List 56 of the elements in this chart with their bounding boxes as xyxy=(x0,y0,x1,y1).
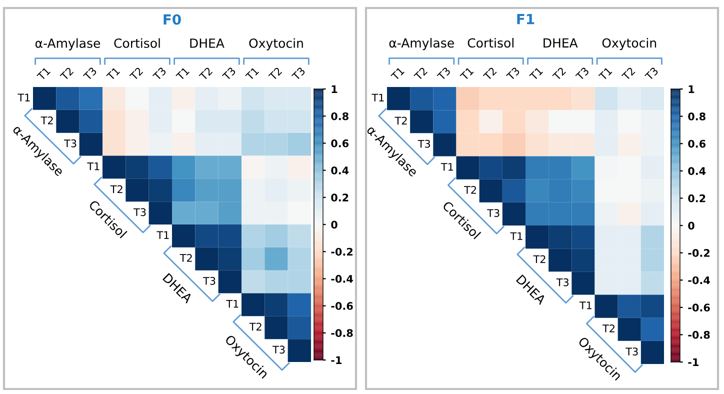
color-bar-label: 1 xyxy=(332,85,338,93)
color-bar-label: 0.8 xyxy=(688,112,706,120)
color-bar-label: -0.4 xyxy=(331,274,353,283)
text: α-Amylase xyxy=(389,38,454,50)
text: DHEA xyxy=(544,38,578,48)
text: Oxytocin xyxy=(249,38,303,50)
x-tick-label: T1 xyxy=(460,66,474,81)
x-tick-label: T2 xyxy=(482,66,497,81)
color-bar-label: 0.4 xyxy=(331,166,349,174)
x-tick-label: T3 xyxy=(82,66,98,82)
text: Cortisol xyxy=(468,38,514,48)
x-tick-label: T1 xyxy=(245,67,260,81)
color-bar-label: 1 xyxy=(688,85,694,93)
x-tick-label: T1 xyxy=(36,67,51,81)
color-bar-label: -1 xyxy=(688,358,698,366)
color-bar-label: 0.6 xyxy=(331,139,349,148)
color-bar-label: -0.2 xyxy=(688,249,710,257)
x-tick-label: T3 xyxy=(222,66,236,82)
x-tick-label: T2 xyxy=(621,66,636,81)
x-tick-label: T3 xyxy=(644,66,659,81)
color-bar-label: -1 xyxy=(331,356,342,364)
x-tick-label: T2 xyxy=(129,66,144,81)
color-bar-label: 0.2 xyxy=(331,194,348,202)
color-bar-label: -0.6 xyxy=(331,302,353,310)
x-tick-label: T1 xyxy=(598,66,612,81)
x-tick-label: T2 xyxy=(552,66,566,81)
x-tick-label: T3 xyxy=(436,66,451,81)
x-tick-label: T3 xyxy=(506,66,520,81)
x-tick-label: T3 xyxy=(291,66,306,82)
chart-title: F1 xyxy=(517,14,534,24)
x-tick-label: T2 xyxy=(60,66,74,81)
color-bar-label: 0 xyxy=(331,220,338,229)
color-bar-label: 0.8 xyxy=(331,112,348,120)
text: DHEA xyxy=(190,38,224,48)
color-bar-label: -0.8 xyxy=(331,329,353,338)
color-bar-label: -0.8 xyxy=(688,330,710,339)
x-tick-label: T1 xyxy=(529,66,543,81)
x-tick-label: T1 xyxy=(390,66,404,81)
color-bar-label: 0.2 xyxy=(688,194,706,202)
text: Cortisol xyxy=(114,38,160,48)
text: α-Amylase xyxy=(35,38,100,50)
color-bar-label: 0.4 xyxy=(688,167,706,176)
x-tick-label: T1 xyxy=(106,67,120,81)
color-bar-label: -0.2 xyxy=(331,248,353,256)
color-bar-label: -0.6 xyxy=(688,304,710,312)
x-tick-label: T1 xyxy=(176,67,190,81)
x-tick-label: T2 xyxy=(414,66,428,81)
x-tick-label: T3 xyxy=(575,66,590,81)
chart-title: F0 xyxy=(164,14,181,25)
x-tick-label: T2 xyxy=(198,66,213,81)
text: Oxytocin xyxy=(602,38,656,50)
color-bar-label: -0.4 xyxy=(688,276,710,284)
x-tick-label: T2 xyxy=(268,66,282,81)
color-bar-label: 0 xyxy=(688,222,694,230)
color-bar-label: 0.6 xyxy=(688,140,706,148)
x-tick-label: T3 xyxy=(152,66,167,82)
